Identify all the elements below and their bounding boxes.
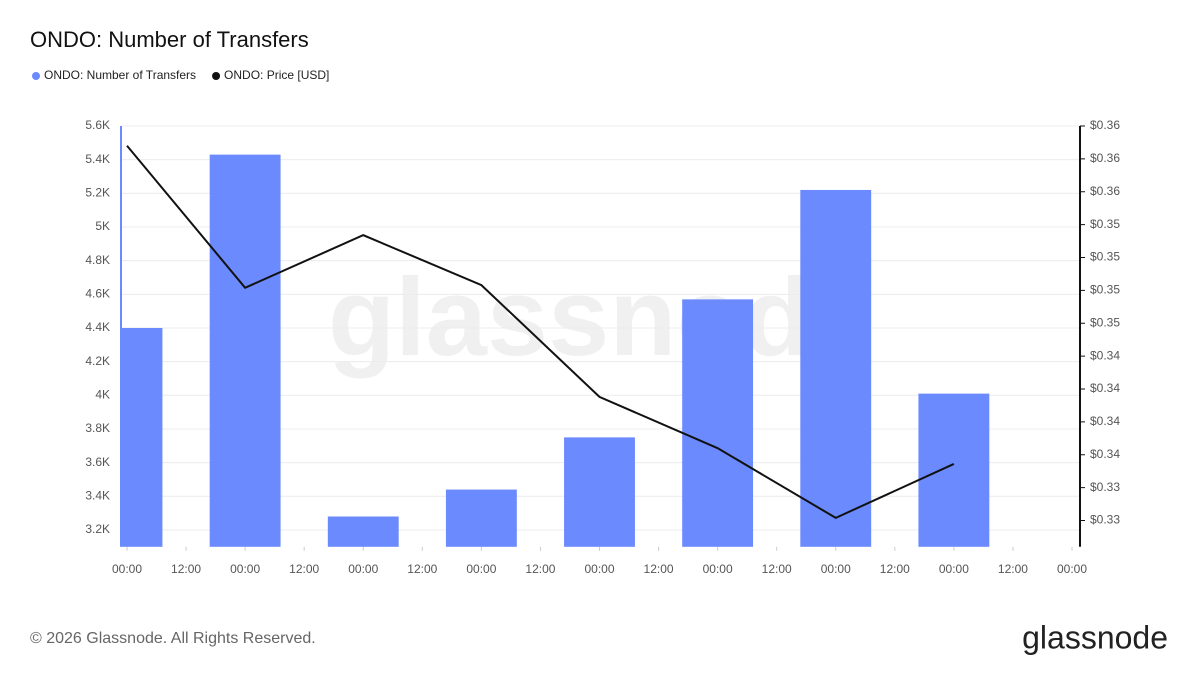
y-tick-label: 4.4K [85, 320, 110, 334]
x-tick-label: 12:00 [762, 562, 792, 576]
x-tick-label: 12:00 [644, 562, 674, 576]
y2-tick-label: $0.34 [1090, 447, 1120, 461]
legend-marker [32, 72, 40, 80]
bar [682, 299, 754, 547]
y2-tick-label: $0.33 [1090, 480, 1120, 494]
y-tick-label: 5.6K [85, 118, 110, 132]
x-tick-label: 00:00 [348, 562, 378, 576]
bar [121, 327, 163, 547]
legend-marker [212, 72, 221, 80]
bar [564, 437, 635, 547]
x-tick-label: 00:00 [230, 562, 260, 576]
y-tick-label: 4K [95, 387, 110, 401]
x-tick-label: 00:00 [584, 562, 614, 576]
y-tick-label: 5K [95, 219, 110, 233]
y-tick-label: 4.8K [85, 253, 110, 267]
copyright: © 2026 Glassnode. All Rights Reserved. [30, 630, 316, 647]
y2-tick-label: $0.35 [1090, 250, 1120, 264]
y2-tick-label: $0.34 [1090, 414, 1120, 428]
y-tick-label: 4.2K [85, 354, 110, 368]
y2-tick-label: $0.36 [1090, 151, 1120, 165]
y-tick-label: 3.8K [85, 421, 110, 435]
x-tick-label: 00:00 [939, 562, 969, 576]
x-tick-label: 00:00 [466, 562, 496, 576]
y2-tick-label: $0.35 [1090, 283, 1120, 297]
y-tick-label: 5.4K [85, 152, 110, 166]
x-tick-label: 00:00 [821, 562, 851, 576]
chart-title: ONDO: Number of Transfers [30, 27, 309, 52]
bar [918, 393, 990, 547]
y2-tick-label: $0.36 [1090, 184, 1120, 198]
y2-tick-label: $0.35 [1090, 217, 1120, 231]
y-tick-label: 3.4K [85, 488, 110, 502]
x-tick-label: 00:00 [1057, 562, 1087, 576]
watermark: glassnode [328, 256, 872, 379]
legend-label: ONDO: Price [USD] [224, 68, 329, 82]
x-tick-label: 12:00 [171, 562, 201, 576]
x-tick-label: 00:00 [703, 562, 733, 576]
bar [327, 516, 399, 547]
plot-area [121, 145, 990, 547]
bar [445, 489, 517, 547]
y2-tick-label: $0.33 [1090, 513, 1120, 527]
legend-label: ONDO: Number of Transfers [44, 68, 196, 82]
y-tick-label: 4.6K [85, 286, 110, 300]
x-tick-label: 12:00 [289, 562, 319, 576]
y2-tick-label: $0.34 [1090, 348, 1120, 362]
bar [800, 189, 872, 547]
y2-tick-label: $0.35 [1090, 315, 1120, 329]
legend: ONDO: Number of Transfers ONDO: Price [US… [32, 68, 329, 82]
y-tick-label: 5.2K [85, 185, 110, 199]
price-line [126, 145, 955, 519]
x-tick-label: 12:00 [880, 562, 910, 576]
y-tick-label: 3.2K [85, 522, 110, 536]
x-tick-label: 12:00 [407, 562, 437, 576]
x-tick-label: 00:00 [112, 562, 142, 576]
bar [209, 154, 281, 547]
x-tick-label: 12:00 [525, 562, 555, 576]
logo: glassnode [1022, 619, 1168, 655]
y2-tick-label: $0.36 [1090, 118, 1120, 132]
y-tick-label: 3.6K [85, 455, 110, 469]
x-tick-label: 12:00 [998, 562, 1028, 576]
y2-tick-label: $0.34 [1090, 381, 1120, 395]
